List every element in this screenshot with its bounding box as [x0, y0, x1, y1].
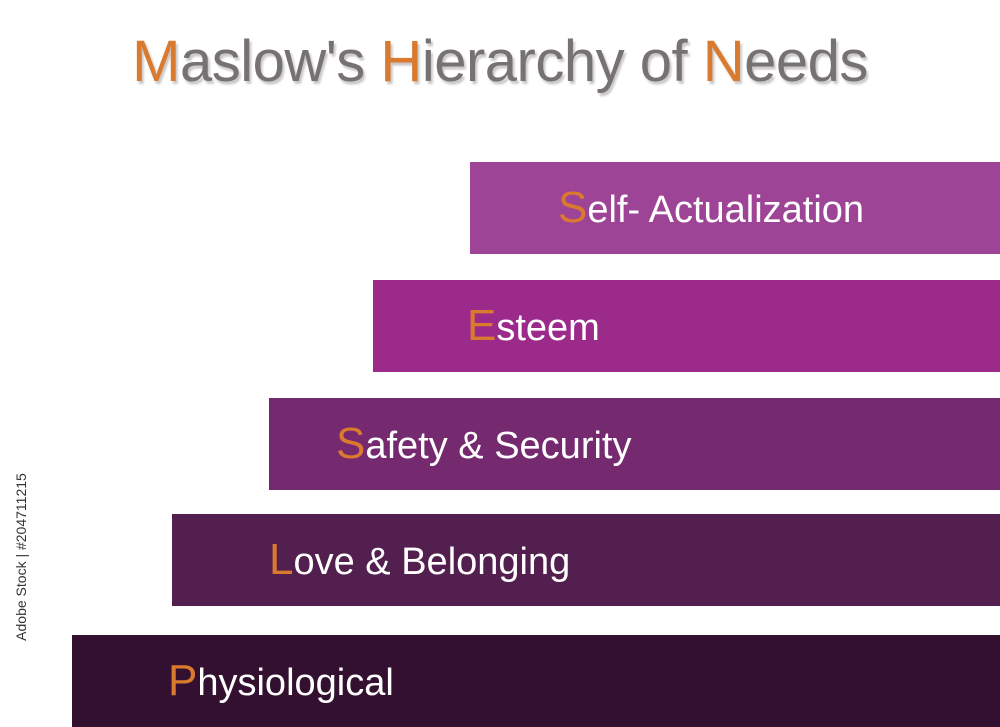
level-safety-security: Safety & Security [269, 398, 1000, 490]
title-text: eeds [744, 29, 868, 94]
level-label: Love & Belonging [269, 535, 571, 584]
title-letter: H [380, 29, 422, 94]
title-letter: N [702, 29, 745, 94]
level-love-belonging: Love & Belonging [172, 514, 1000, 606]
title-text: aslow's [179, 29, 381, 94]
level-self-actualization: Self- Actualization [470, 162, 1000, 254]
level-label: Esteem [467, 301, 600, 350]
level-label: Physiological [168, 656, 394, 705]
title-text: ierarchy of [421, 29, 703, 94]
level-label: Self- Actualization [558, 183, 865, 232]
title-letter: M [132, 29, 180, 94]
level-label: Safety & Security [336, 419, 632, 468]
level-esteem: Esteem [373, 280, 1000, 372]
stock-id-watermark: Adobe Stock | #204711215 [13, 473, 29, 641]
page-title: Maslow's Hierarchy of Needs [0, 28, 1000, 95]
level-physiological: Physiological [72, 635, 1000, 727]
